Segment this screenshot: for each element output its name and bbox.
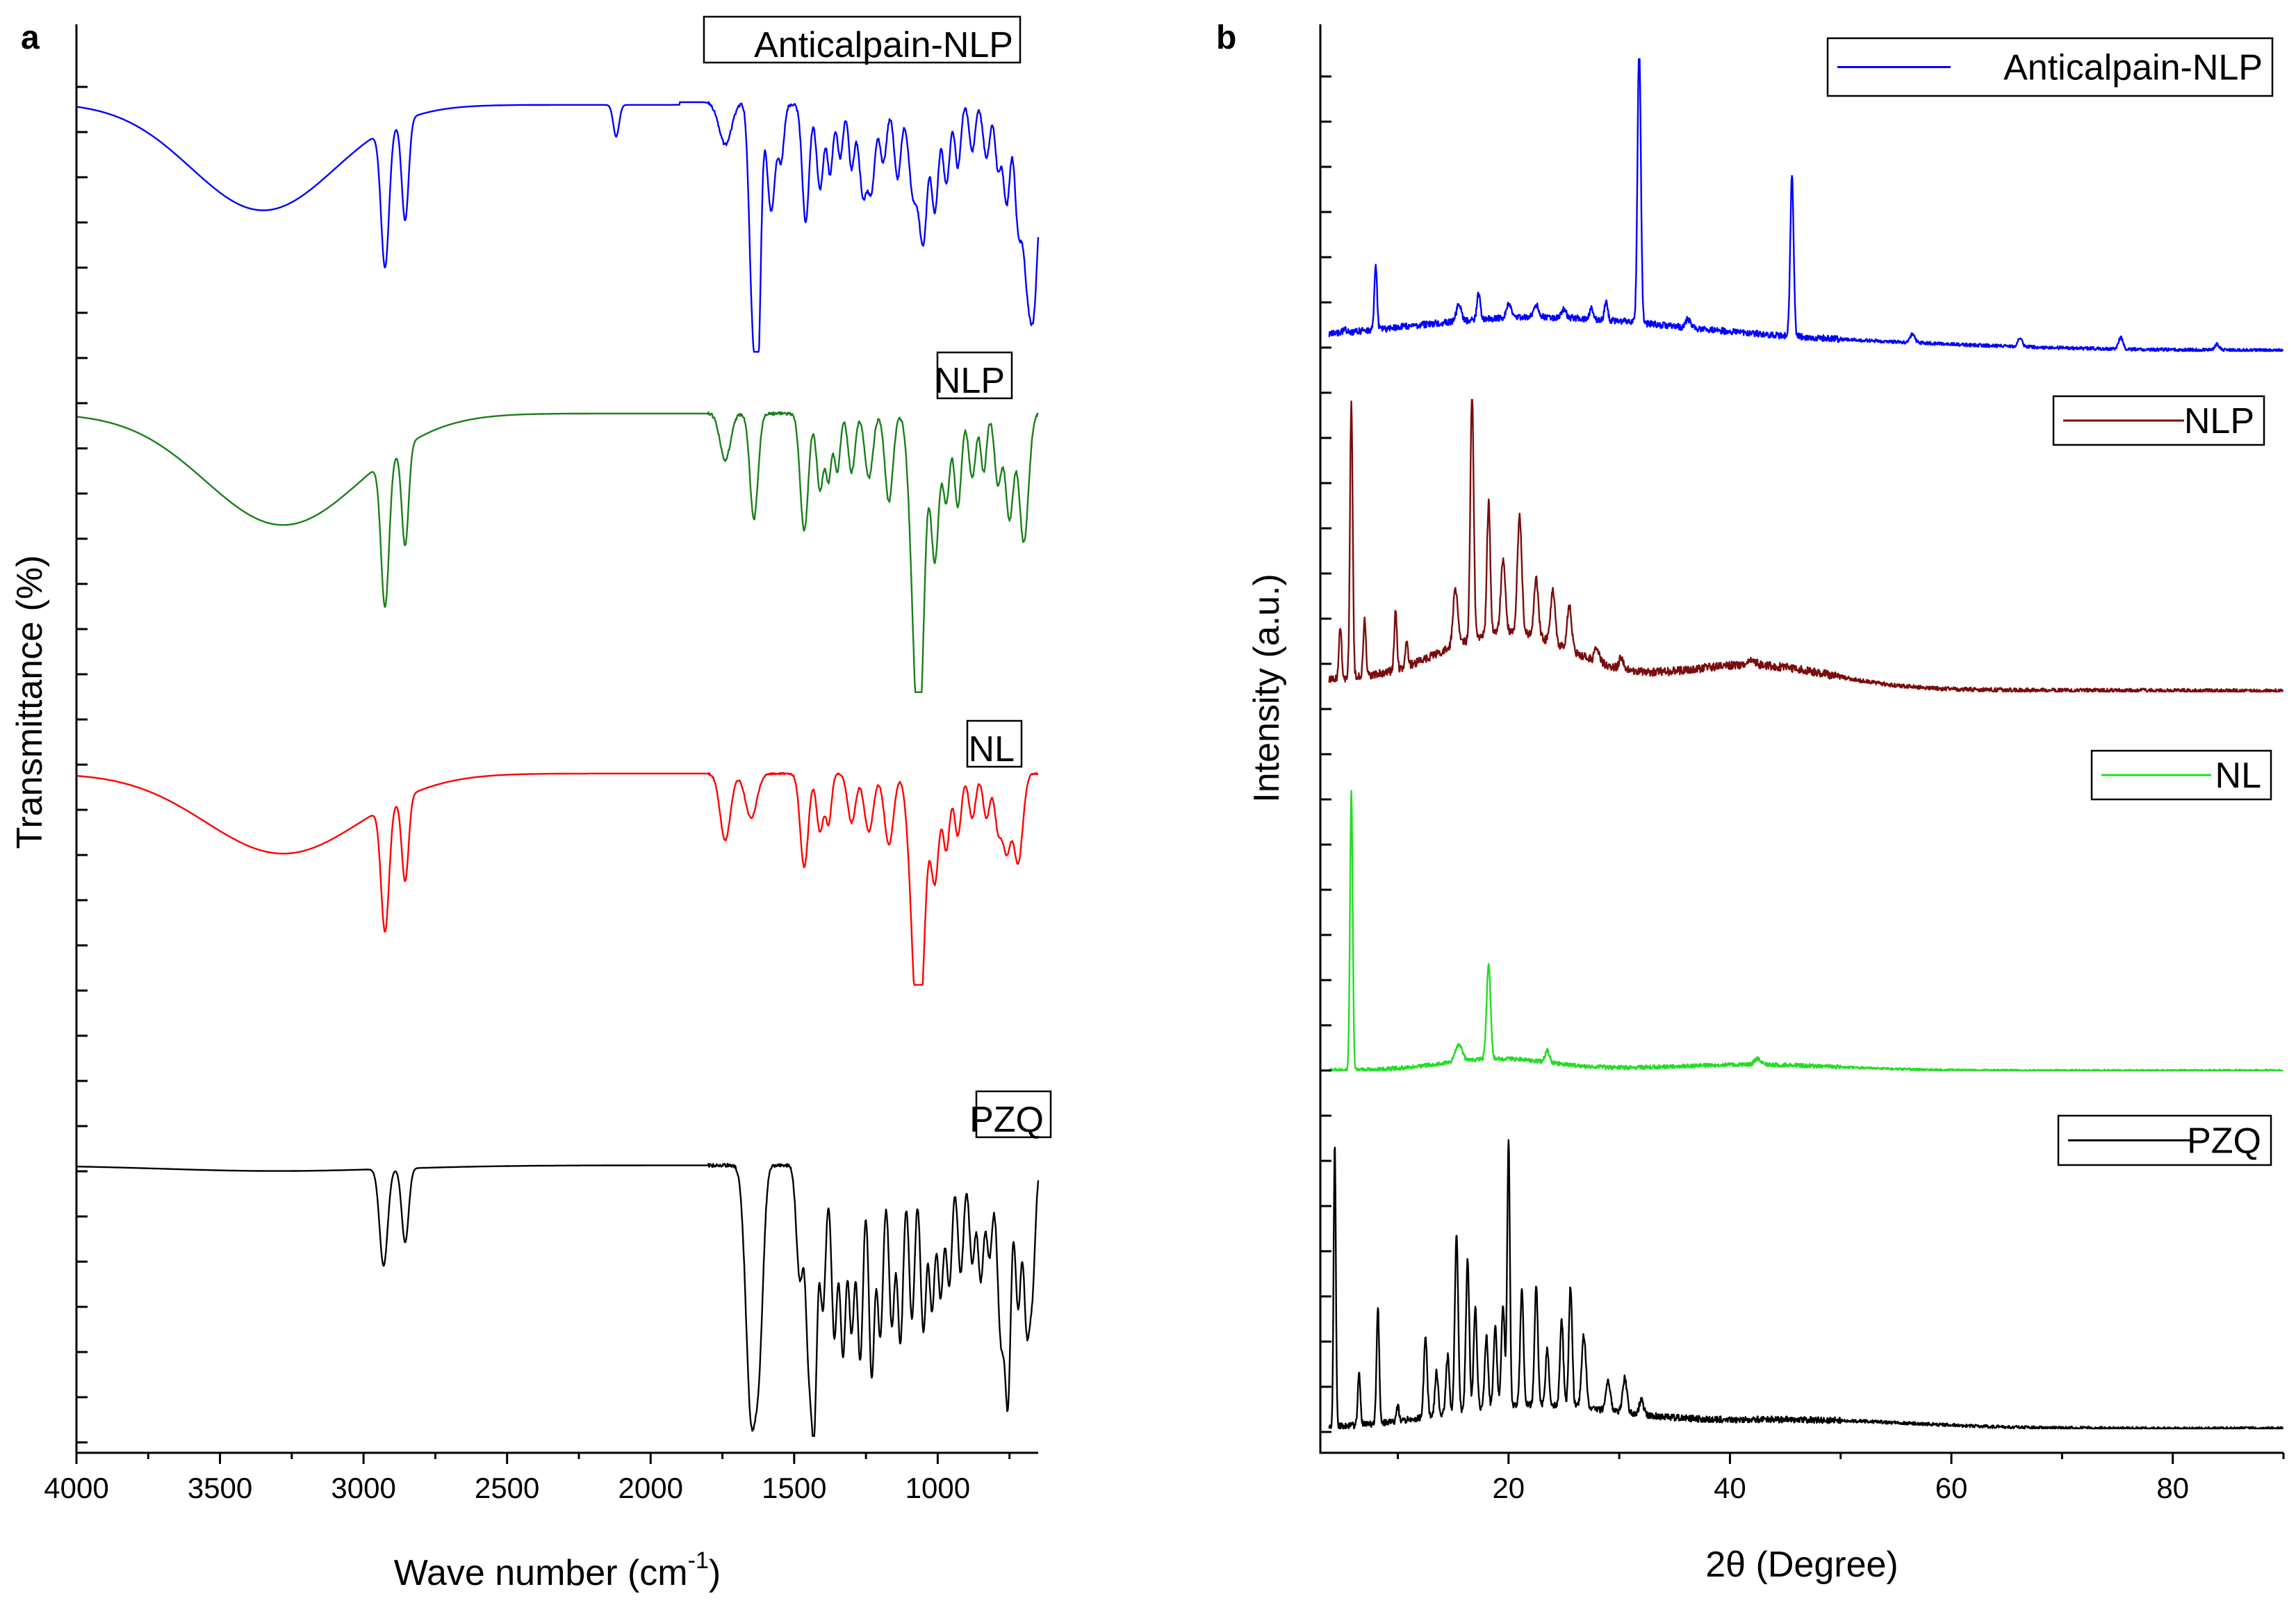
xrd-legend-text: NL	[2215, 756, 2261, 796]
ftir-label-nl: NL	[966, 719, 1023, 770]
xrd-legend-pzq: PZQ	[2057, 1114, 2272, 1166]
ftir-x-tick-label: 1000	[905, 1472, 970, 1504]
xrd-x-tick-label: 60	[1935, 1472, 1968, 1504]
xrd-x-tick-label: 80	[2156, 1472, 2189, 1504]
xrd-x-tick-label: 20	[1492, 1472, 1525, 1504]
ftir-x-tick-label: 2000	[618, 1472, 683, 1504]
xrd-legend-anticalpain-nlp: Anticalpain-NLP	[1826, 37, 2274, 97]
ftir-y-axis-label: Transmittance (%)	[10, 555, 50, 849]
ftir-x-axis-label: Wave number (cm-1)	[394, 1547, 721, 1593]
xrd-y-ticks	[1320, 75, 1331, 1433]
ftir-x-tick-label: 4000	[44, 1472, 108, 1504]
xrd-series-pzq	[1328, 1139, 2284, 1430]
xrd-series-nlp	[1328, 398, 2284, 693]
ftir-label-box	[975, 1090, 1052, 1139]
ftir-x-tick-label: 2500	[475, 1472, 539, 1504]
xrd-y-axis-label: Intensity (a.u.)	[1247, 573, 1287, 802]
xrd-legend-nlp: NLP	[2052, 395, 2265, 446]
xrd-legend-text: NLP	[2184, 401, 2254, 441]
ftir-label-text: NL	[969, 729, 1015, 770]
ftir-label-box	[966, 719, 1023, 768]
xrd-axes	[1319, 24, 2283, 1454]
xrd-legend-nl: NL	[2090, 749, 2272, 801]
ftir-series-nlp	[76, 411, 1039, 693]
ftir-series-anticalpain-nlp	[76, 101, 1040, 353]
ftir-label-nlp: NLP	[935, 351, 1013, 401]
ftir-label-text: Anticalpain-NLP	[754, 25, 1013, 65]
ftir-series-pzq	[76, 1162, 1040, 1438]
xrd-panel: b Anticalpain-NLP NLP NL PZQ 20 40 60 80 2θ (D…	[1216, 19, 2285, 1585]
ftir-x-tick-label: 3000	[331, 1472, 395, 1504]
ftir-spectra	[76, 101, 1040, 1438]
xrd-series-nl	[1328, 790, 2283, 1072]
ftir-x-ticks: 4000 3500 3000 2500 2000 1500 1000	[44, 1453, 1011, 1504]
panel-b-label: b	[1216, 19, 1236, 56]
ftir-panel: a Anticalpain-NLP NLP NL PZQ 4000 3500 3000 25…	[10, 15, 1052, 1593]
xrd-legends: Anticalpain-NLP NLP NL PZQ	[1826, 37, 2274, 1166]
ftir-label-pzq: PZQ	[969, 1090, 1052, 1140]
xrd-x-axis-label: 2θ (Degree)	[1705, 1545, 1898, 1585]
xrd-x-tick-label: 40	[1714, 1472, 1746, 1504]
xrd-legend-text: PZQ	[2187, 1121, 2261, 1162]
ftir-label-text: NLP	[935, 361, 1005, 401]
ftir-trace-labels: Anticalpain-NLP NLP NL PZQ	[703, 15, 1052, 1140]
ftir-label-text: PZQ	[969, 1100, 1044, 1140]
ftir-label-anticalpain-nlp: Anticalpain-NLP	[703, 15, 1022, 65]
ftir-label-box	[936, 351, 1013, 400]
ftir-axes	[75, 24, 1038, 1454]
xrd-legend-text: Anticalpain-NLP	[2003, 48, 2263, 88]
xrd-series-anticalpain-nlp	[1328, 58, 2284, 352]
xrd-x-ticks: 20 40 60 80	[1397, 1453, 2285, 1504]
ftir-y-ticks	[76, 86, 88, 1444]
panel-a-label: a	[21, 19, 40, 56]
ftir-series-nl	[76, 772, 1039, 986]
ftir-x-tick-label: 1500	[762, 1472, 826, 1504]
ftir-label-box	[703, 15, 1022, 64]
ftir-x-tick-label: 3500	[188, 1472, 252, 1504]
xrd-patterns	[1328, 58, 2284, 1430]
